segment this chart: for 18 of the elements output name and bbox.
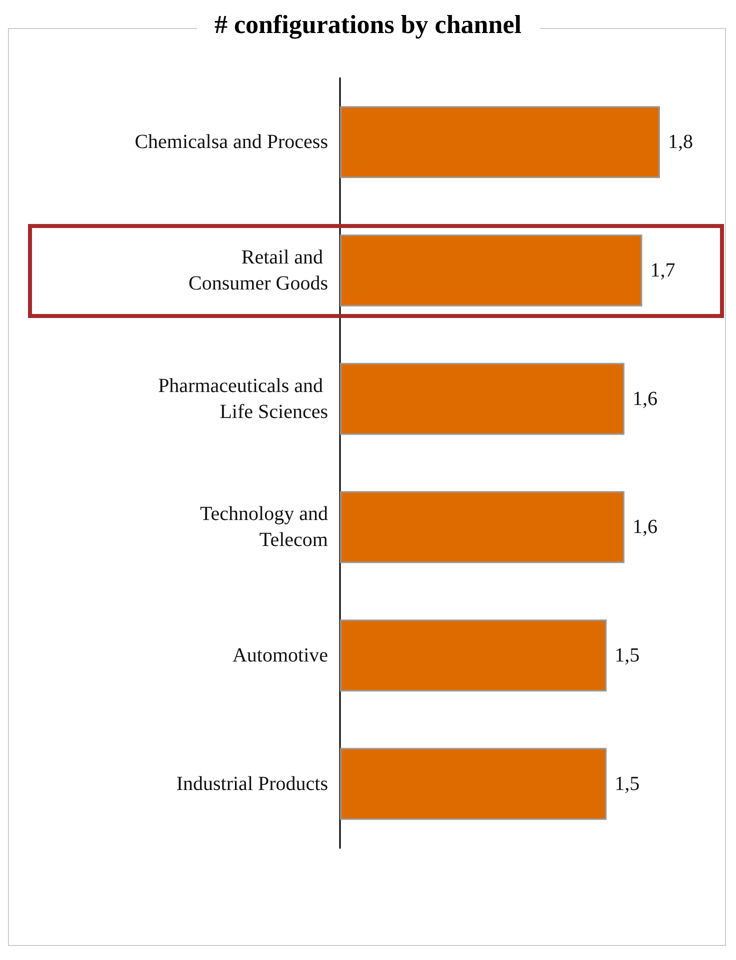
data-label: 1,7	[650, 260, 676, 282]
data-label: 1,5	[614, 772, 640, 795]
y-tick-label: Retail and Consumer Goods	[188, 246, 328, 294]
bar	[340, 748, 607, 820]
data-label: 1,6	[632, 388, 658, 410]
bar	[340, 106, 660, 178]
y-tick-label: Automotive	[232, 644, 328, 666]
y-tick-label: Industrial Products	[176, 772, 328, 795]
bar	[340, 362, 624, 435]
bar	[340, 491, 624, 564]
y-tick-label: Pharmaceuticals and Life Sciences	[158, 374, 328, 423]
y-tick-label: Chemicalsa and Process	[134, 131, 328, 154]
data-label: 1,6	[632, 516, 658, 538]
y-tick-label: Technology and Telecom	[200, 503, 328, 552]
chart-title: # configurations by channel	[196, 10, 540, 39]
data-label: 1,8	[668, 131, 693, 154]
data-label: 1,5	[614, 644, 640, 666]
bar	[340, 620, 607, 692]
